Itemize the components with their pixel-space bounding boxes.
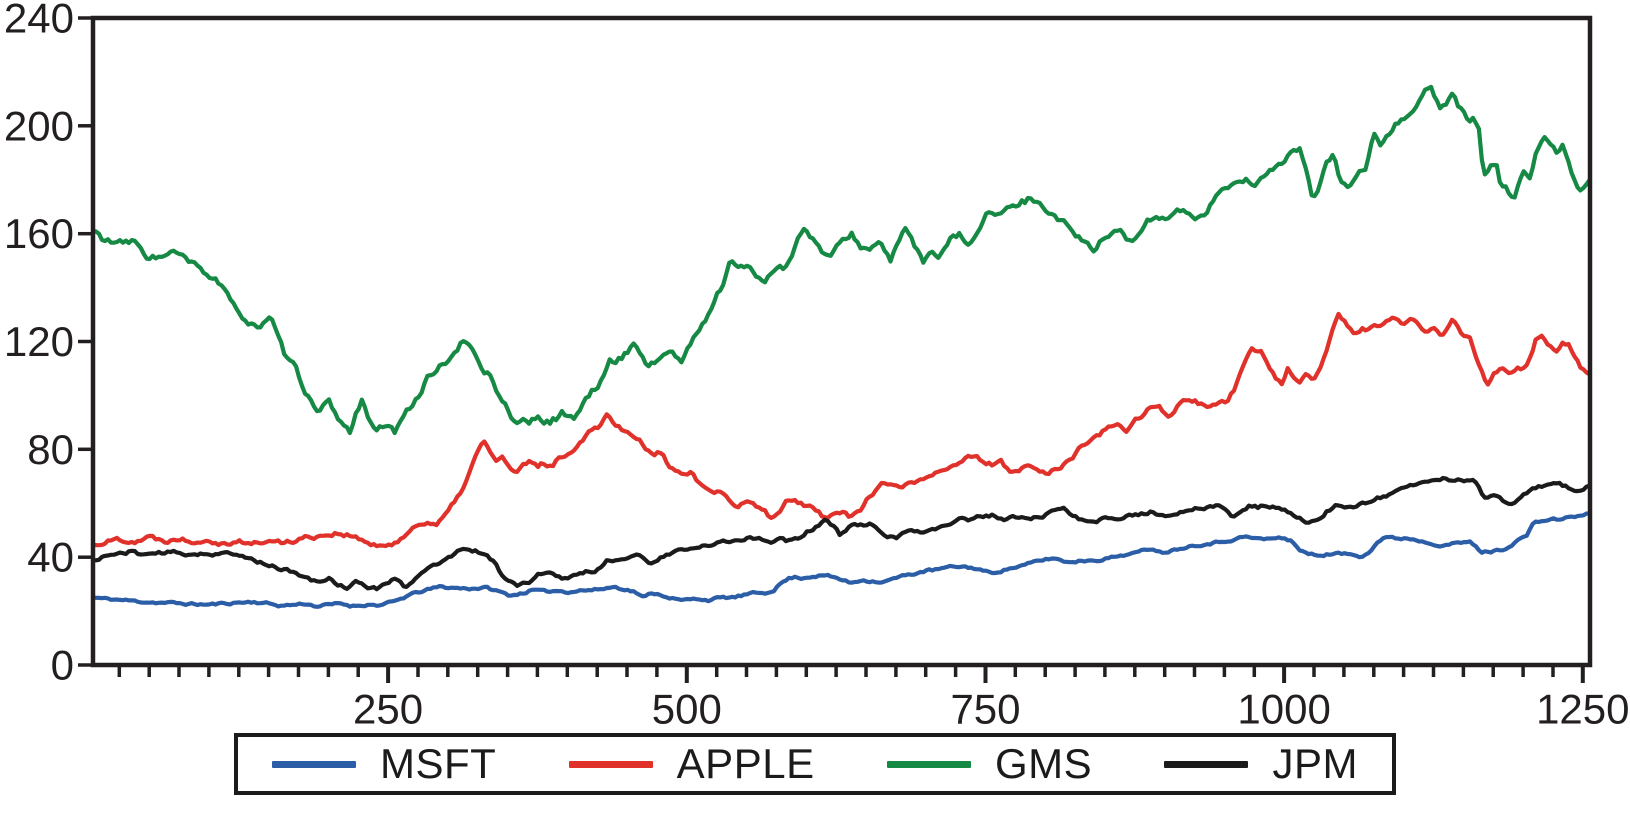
y-axis-tick-label: 200 <box>4 102 74 149</box>
y-axis-tick-label: 160 <box>4 210 74 257</box>
y-axis-tick-label: 240 <box>4 0 74 42</box>
series-line-msft <box>90 511 1592 609</box>
plot-frame <box>90 15 1593 668</box>
legend-label: GMS <box>994 740 1093 787</box>
legend-line-swatch <box>886 760 971 768</box>
legend-item-jpm: JPM <box>1164 743 1358 785</box>
y-axis-tick-label: 80 <box>27 426 74 473</box>
legend-line-swatch <box>272 760 356 768</box>
y-axis-tick-label: 40 <box>27 534 74 581</box>
legend-line-swatch <box>568 760 653 768</box>
legend-label: MSFT <box>380 740 497 787</box>
y-axis-tick-label: 120 <box>4 318 74 365</box>
x-axis-tick-label: 250 <box>353 685 423 732</box>
legend-label: JPM <box>1272 740 1358 787</box>
y-axis-tick-label: 0 <box>51 642 74 689</box>
x-axis-tick-label: 1250 <box>1536 685 1629 732</box>
legend-line-swatch <box>1164 760 1249 768</box>
legend-label: APPLE <box>676 740 815 787</box>
x-axis-tick-label: 750 <box>950 685 1020 732</box>
x-axis-tick-label: 500 <box>652 685 722 732</box>
legend-item-gms: GMS <box>886 740 1093 787</box>
series-line-apple <box>90 311 1592 549</box>
legend-item-apple: APPLE <box>568 740 815 787</box>
x-axis-tick-label: 1000 <box>1237 685 1330 732</box>
legend-item-msft: MSFT <box>272 743 496 785</box>
chart-legend: MSFT APPLE GMS JPM <box>234 733 1396 795</box>
series-line-jpm <box>90 475 1592 592</box>
series-line-gms <box>90 84 1592 436</box>
